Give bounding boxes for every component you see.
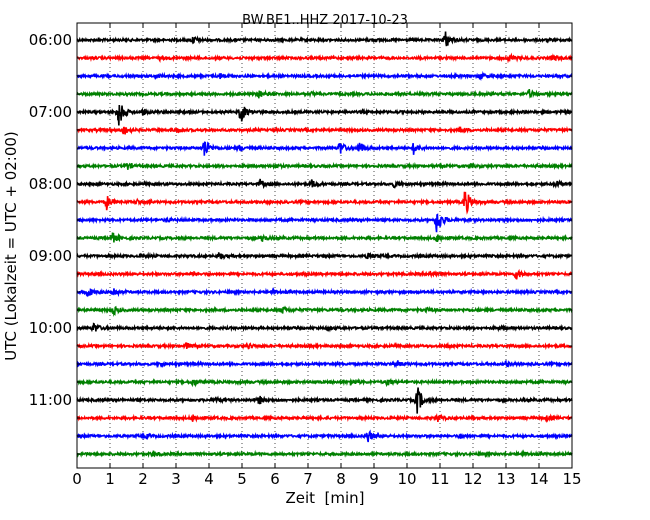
- trace-10:15: [76, 341, 573, 351]
- trace-09:30: [76, 286, 573, 298]
- trace-06:15: [76, 52, 573, 64]
- x-tick-label: 2: [138, 470, 148, 488]
- x-tick-label: 14: [529, 470, 548, 488]
- trace-07:00: [76, 105, 573, 126]
- x-tick-label: 0: [72, 470, 82, 488]
- x-tick-label: 5: [237, 470, 247, 488]
- x-tick-label: 9: [369, 470, 379, 488]
- trace-08:30: [76, 213, 573, 233]
- x-tick-label: 6: [270, 470, 280, 488]
- y-tick-label: 11:00: [29, 391, 72, 409]
- y-axis-label: UTC (Lokalzeit = UTC + 02:00): [2, 131, 20, 361]
- trace-10:00: [76, 322, 573, 333]
- x-axis-label: Zeit [min]: [285, 489, 364, 507]
- trace-08:45: [76, 232, 573, 243]
- trace-11:15: [76, 412, 573, 424]
- plot-frame: [76, 22, 573, 469]
- trace-11:30: [76, 429, 573, 443]
- trace-09:00: [76, 251, 573, 261]
- x-axis: 0 1 2 3 4 5 6 7 8 9 10 11 12 13 14 15: [72, 23, 582, 488]
- y-tick-label: 10:00: [29, 319, 72, 337]
- y-tick-label: 07:00: [29, 103, 72, 121]
- trace-07:45: [76, 161, 573, 171]
- x-tick-label: 15: [562, 470, 581, 488]
- y-tick-label: 08:00: [29, 175, 72, 193]
- x-tick-label: 1: [105, 470, 115, 488]
- trace-09:15: [76, 268, 573, 280]
- trace-08:15: [76, 191, 573, 215]
- trace-07:15: [76, 125, 573, 135]
- trace-08:00: [76, 178, 573, 190]
- trace-06:30: [76, 70, 573, 82]
- y-tick-label: 09:00: [29, 247, 72, 265]
- x-tick-label: 11: [430, 470, 449, 488]
- y-tick-label: 06:00: [29, 31, 72, 49]
- x-tick-label: 13: [496, 470, 515, 488]
- trace-group: [76, 31, 573, 459]
- x-tick-label: 12: [463, 470, 482, 488]
- trace-10:45: [76, 377, 573, 388]
- trace-06:45: [76, 88, 573, 99]
- x-tick-label: 3: [171, 470, 181, 488]
- trace-09:45: [76, 305, 573, 317]
- x-tick-label: 4: [204, 470, 214, 488]
- trace-07:30: [76, 141, 573, 156]
- x-tick-label: 7: [303, 470, 313, 488]
- chart-title: BW.BE1..HHZ 2017-10-23: [242, 13, 408, 28]
- x-tick-label: 8: [336, 470, 346, 488]
- trace-06:00: [76, 31, 573, 47]
- trace-10:30: [76, 359, 573, 369]
- trace-11:45: [76, 449, 573, 459]
- trace-11:00: [76, 387, 573, 414]
- y-axis: 06:00 07:00 08:00 09:00 10:00 11:00: [29, 31, 572, 455]
- x-tick-label: 10: [397, 470, 416, 488]
